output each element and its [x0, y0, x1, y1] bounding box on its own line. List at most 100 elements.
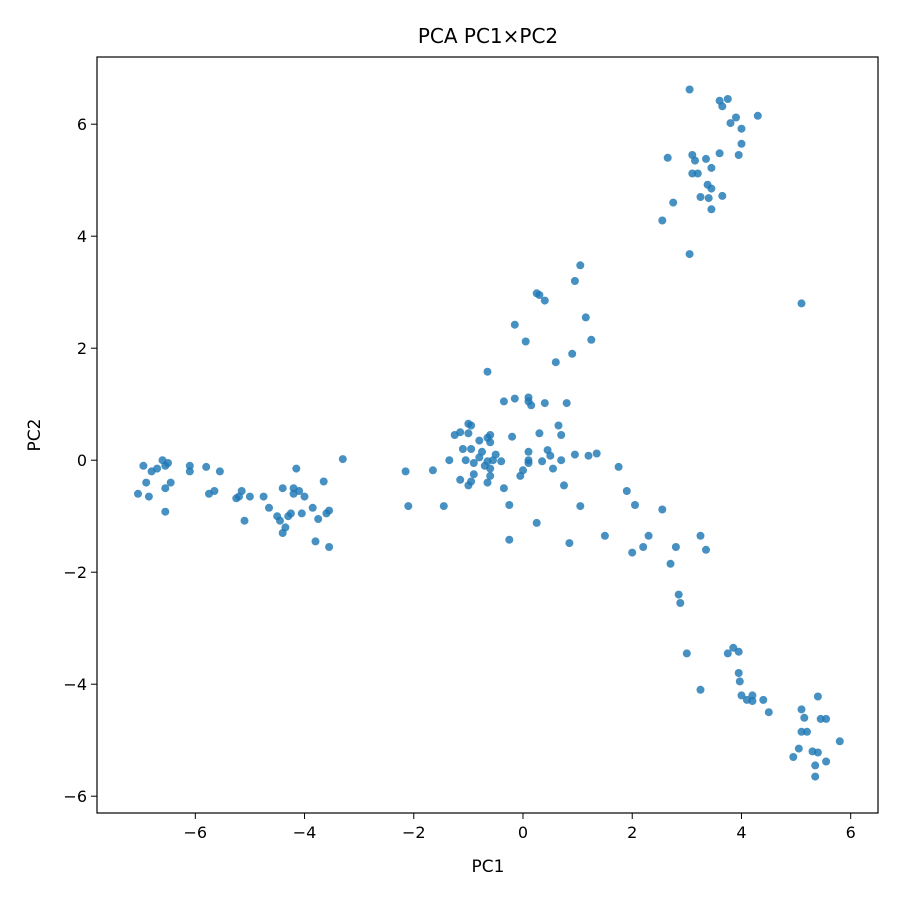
data-point [813, 692, 822, 701]
x-tick-label: 4 [736, 823, 746, 842]
data-point [497, 457, 506, 466]
data-point [134, 489, 142, 498]
data-point [240, 516, 249, 525]
data-point [557, 456, 566, 465]
data-point [215, 467, 224, 476]
data-point [325, 506, 334, 515]
data-point [540, 399, 549, 408]
data-point [532, 518, 541, 527]
data-point [297, 509, 306, 518]
data-point [535, 429, 544, 438]
data-point [614, 462, 623, 471]
data-point [499, 397, 508, 406]
data-point [748, 697, 757, 705]
data-point [549, 464, 557, 473]
data-point [486, 438, 495, 447]
data-point [800, 713, 809, 722]
data-point [726, 119, 735, 128]
data-point [510, 394, 519, 403]
plot-frame [96, 56, 879, 814]
data-point [166, 478, 175, 487]
data-point [508, 432, 517, 441]
data-point [707, 163, 716, 172]
data-point [245, 492, 254, 501]
data-point [813, 748, 822, 757]
y-tick-label: −2 [63, 563, 87, 582]
data-point [292, 464, 301, 473]
data-point [737, 691, 746, 700]
data-point [718, 102, 727, 111]
data-point [486, 464, 495, 473]
data-point [685, 85, 694, 94]
data-point [486, 471, 495, 480]
data-point [696, 685, 705, 694]
data-point [811, 761, 820, 770]
data-point [639, 543, 648, 551]
data-point [265, 503, 273, 512]
data-point [666, 559, 675, 568]
data-point [734, 669, 743, 677]
data-point [467, 477, 476, 486]
data-point [551, 358, 560, 367]
data-point [259, 492, 268, 501]
data-point [281, 523, 290, 532]
x-tick-label: 2 [627, 823, 637, 842]
data-point [464, 429, 473, 438]
data-point [587, 335, 596, 344]
data-point [475, 436, 484, 445]
data-point [185, 467, 194, 476]
data-point [164, 459, 172, 467]
data-point [535, 291, 544, 299]
data-point [723, 95, 732, 103]
data-point [592, 449, 601, 458]
y-tick-label: 6 [77, 115, 87, 134]
data-point [456, 475, 465, 484]
data-point [139, 461, 148, 470]
data-point [153, 464, 162, 473]
data-point [142, 478, 151, 487]
data-point [748, 691, 757, 700]
data-point [715, 149, 724, 158]
data-point [461, 456, 470, 465]
data-point [527, 401, 536, 410]
data-point [723, 649, 732, 658]
data-point [338, 455, 347, 464]
data-point [483, 367, 492, 376]
data-point [524, 393, 533, 402]
data-point [797, 299, 806, 308]
data-point [600, 531, 609, 540]
data-point [311, 537, 320, 546]
data-point [510, 320, 519, 329]
data-point [404, 502, 413, 511]
data-point [631, 501, 639, 509]
data-point [576, 261, 585, 270]
data-point [210, 487, 219, 495]
x-tick-label: 0 [518, 823, 528, 842]
data-point [789, 753, 798, 761]
data-point [554, 421, 563, 430]
data-point [521, 337, 530, 346]
data-point [286, 509, 295, 518]
data-point [794, 744, 803, 753]
y-tick-label: 0 [77, 451, 87, 470]
data-point [669, 198, 678, 207]
data-point [707, 184, 716, 193]
data-point [702, 545, 710, 554]
data-point [540, 296, 549, 305]
data-point [401, 467, 410, 476]
data-point [560, 481, 568, 490]
x-axis-label: PC1 [472, 857, 505, 877]
data-point [314, 515, 323, 523]
y-tick-label: 4 [77, 227, 87, 246]
data-point [622, 487, 631, 495]
data-point [524, 456, 533, 465]
data-point [759, 695, 768, 704]
data-point [439, 502, 448, 511]
data-point [295, 487, 304, 495]
data-point [568, 349, 577, 358]
data-point [811, 772, 820, 781]
data-point [570, 450, 579, 459]
data-point [576, 502, 585, 511]
data-point [685, 250, 694, 259]
